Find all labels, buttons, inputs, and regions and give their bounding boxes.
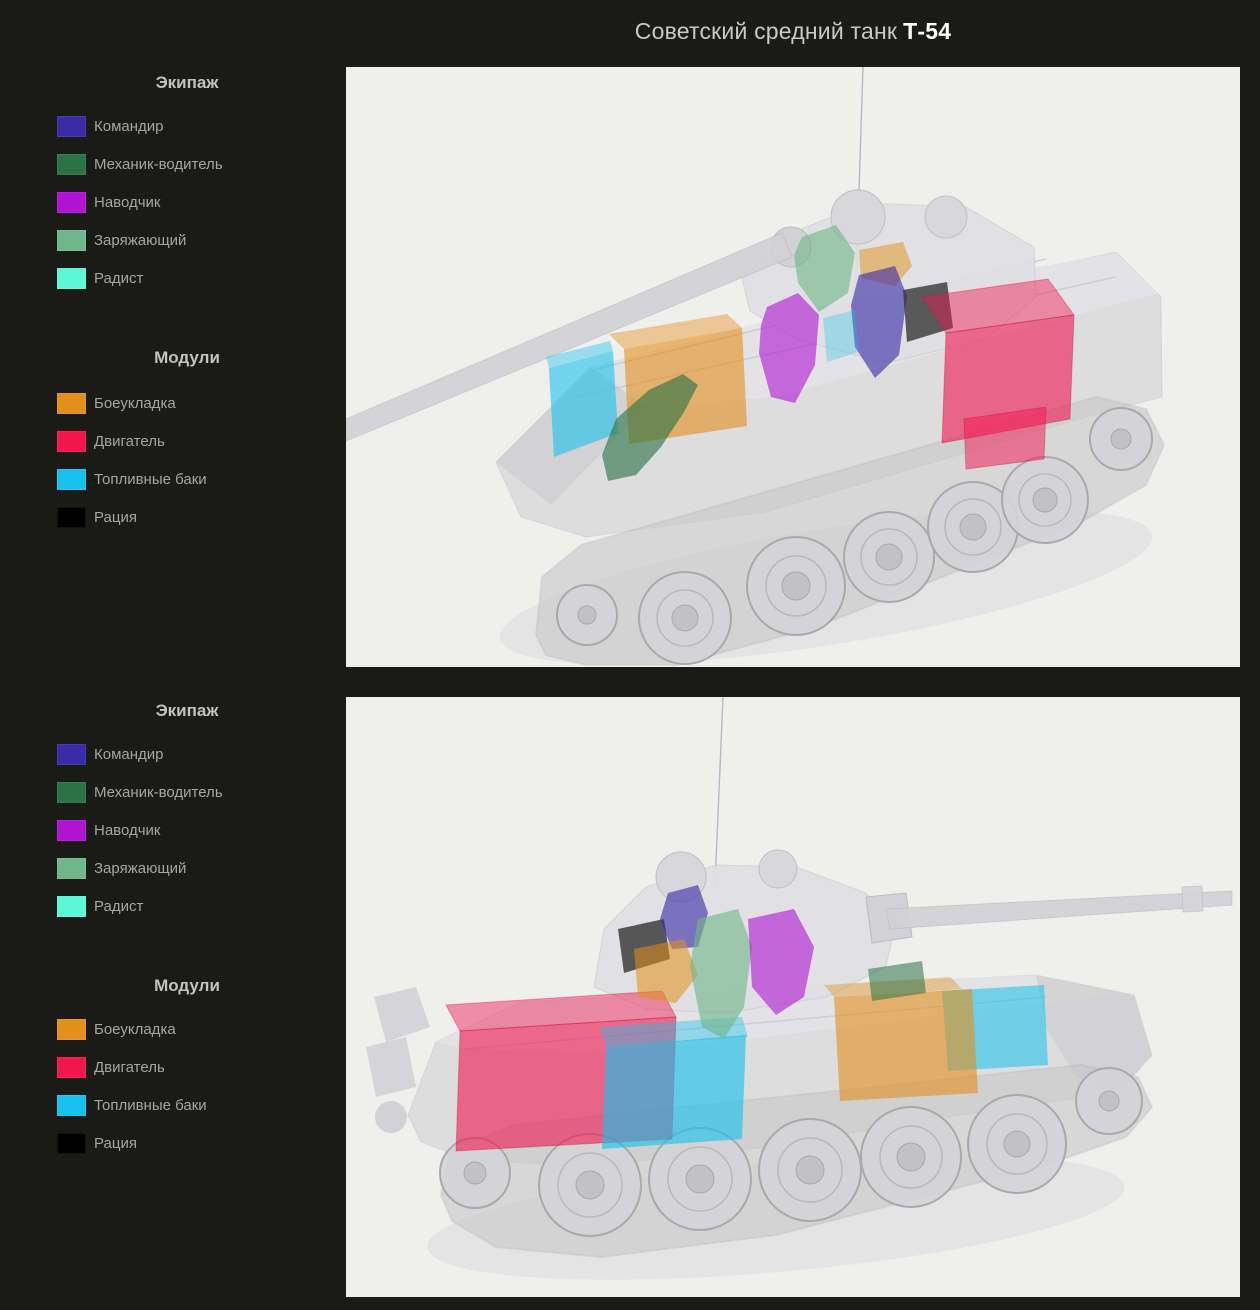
crew-legend-title: Экипаж [155,73,219,92]
legend-item-label: Командир [94,745,164,763]
legend-item-engine: Двигатель [57,1056,165,1078]
legend-item-label: Радист [94,897,144,915]
legend-item-label: Наводчик [94,193,161,211]
tank-render-rear-left [346,697,1240,1297]
radioman-color-swatch [57,895,86,917]
ammorack-color-swatch [57,392,86,414]
exhaust [375,1101,407,1133]
gunner-overlay [759,293,819,403]
modules-legend-title: Модули [154,348,220,367]
legend-item-loader: Заряжающий [57,857,186,879]
legend-item-driver: Механик-водитель [57,153,223,175]
legend-item-label: Заряжающий [94,231,187,249]
fueltanks-color-swatch [57,1094,86,1116]
driver-overlay [868,961,926,1001]
engine-overlay [921,278,1075,470]
legend-item-label: Боеукладка [94,394,176,412]
tank-render-front-left [346,67,1240,667]
tank-model-name: Т-54 [903,18,952,44]
module-overlays [445,885,1048,1152]
driver-color-swatch [57,781,86,803]
antenna [714,697,724,886]
legend-item-loader: Заряжающий [57,229,186,251]
loader-color-swatch [57,857,86,879]
legend-item-ammorack: Боеукладка [57,392,176,414]
gun-barrel [885,885,1233,930]
legend-item-label: Двигатель [94,1058,165,1076]
legend-item-radioman: Радист [57,267,143,289]
turret-ammo-overlay [634,939,698,1003]
legend-item-radioman: Радист [57,895,143,917]
tank-rear-left-svg [366,697,1233,1280]
fuel-tank-small-overlay [823,310,859,362]
legend-item-label: Механик-водитель [94,155,223,173]
legend-item-label: Рация [94,1134,137,1152]
tank-front-left-svg [346,67,1165,666]
loader-overlay [690,909,752,1039]
fueltanks-color-swatch [57,468,86,490]
legend-top: Экипаж Командир Механик-водитель Наводчи… [57,65,317,535]
engine-color-swatch [57,430,86,452]
legend-item-label: Топливные баки [94,1096,207,1114]
commander-overlay [851,266,907,378]
gun-barrel [346,232,793,442]
legend-item-gunner: Наводчик [57,191,161,213]
gunner-color-swatch [57,191,86,213]
legend-item-gunner: Наводчик [57,819,161,841]
radio-overlay [903,282,953,342]
fuel-tank-mid-overlay [600,1017,748,1149]
page-title: Советский средний танк Т-54 [346,18,1240,45]
legend-item-label: Радист [94,269,144,287]
legend-item-label: Топливные баки [94,470,207,488]
legend-item-label: Боеукладка [94,1020,176,1038]
modules-legend-title: Модули [154,976,220,995]
legend-item-label: Командир [94,117,164,135]
rear-stowage [374,987,430,1042]
crew-legend-title: Экипаж [155,701,219,720]
track-assembly [535,396,1165,666]
fuel-tank-overlay [546,341,618,457]
loader-hatch [924,195,968,239]
legend-item-fueltanks: Топливные баки [57,468,207,490]
legend-item-label: Двигатель [94,432,165,450]
gunner-overlay [748,909,814,1015]
legend-item-label: Заряжающий [94,859,187,877]
page-title-prefix: Советский средний танк [634,18,898,44]
ammorack-color-swatch [57,1018,86,1040]
driver-overlay [602,374,698,481]
driver-color-swatch [57,153,86,175]
legend-item-engine: Двигатель [57,430,165,452]
loader-hatch [758,849,798,889]
rear-stowage [366,1037,416,1097]
radio-color-swatch [57,1132,86,1154]
radio-color-swatch [57,506,86,528]
legend-item-fueltanks: Топливные баки [57,1094,207,1116]
loader-overlay [794,225,855,312]
muzzle-step [1181,885,1204,913]
engine-color-swatch [57,1056,86,1078]
module-overlays [546,225,1075,481]
legend-item-commander: Командир [57,115,164,137]
legend-item-ammorack: Боеукладка [57,1018,176,1040]
cupola [830,189,886,245]
legend-item-label: Рация [94,508,137,526]
commander-color-swatch [57,743,86,765]
legend-item-label: Наводчик [94,821,161,839]
legend-item-driver: Механик-водитель [57,781,223,803]
gunner-color-swatch [57,819,86,841]
legend-item-radio: Рация [57,506,137,528]
radioman-color-swatch [57,267,86,289]
loader-color-swatch [57,229,86,251]
legend-item-commander: Командир [57,743,164,765]
commander-color-swatch [57,115,86,137]
legend-item-radio: Рация [57,1132,137,1154]
legend-item-label: Механик-водитель [94,783,223,801]
legend-bottom: Экипаж Командир Механик-водитель Наводчи… [57,693,317,1163]
